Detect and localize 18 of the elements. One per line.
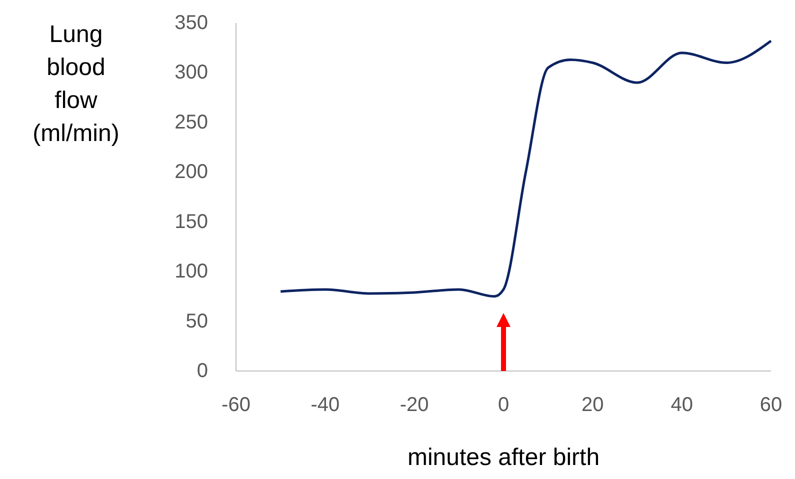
y-tick-label: 0 [196,360,208,382]
x-tick-label: 60 [760,394,782,416]
x-tick-label: 0 [498,394,510,416]
x-tick-label: -60 [222,394,250,416]
y-tick-label: 300 [174,62,208,84]
y-tick-label: 50 [186,310,208,332]
x-tick-label: 20 [582,394,604,416]
y-tick-label: 100 [174,260,208,283]
y-tick-label: 200 [174,161,208,184]
y-tick-label: 150 [174,210,208,233]
line-series [279,40,772,298]
x-tick-label: 40 [670,394,693,416]
y-tick-label: 350 [174,12,208,34]
y-axis-title: Lung blood flow (ml/min) [32,21,120,147]
x-axis-title: minutes after birth [407,444,600,471]
y-tick-label: 250 [174,111,208,134]
x-tick-label: -40 [310,394,340,416]
x-tick-label: -20 [400,394,429,416]
